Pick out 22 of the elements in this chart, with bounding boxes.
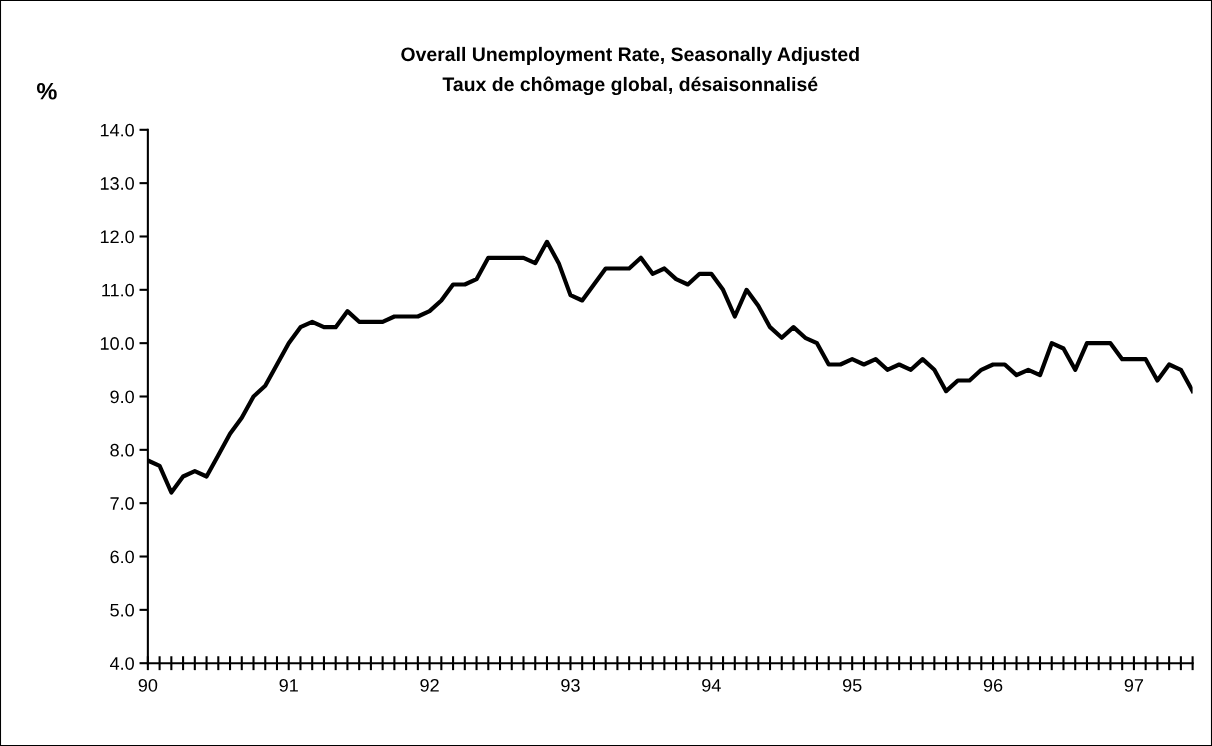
y-tick-label: 8.0 [110,443,134,457]
y-tick-label: 12.0 [100,230,134,244]
x-tick-label: 92 [420,678,439,692]
y-tick-label: 7.0 [110,497,134,510]
x-tick-label: 90 [138,678,158,692]
y-tick-label: 11.0 [102,283,134,297]
y-tick-label: 10.0 [100,337,134,350]
x-tick-label: 94 [702,678,721,692]
y-tick-label: 9.0 [110,390,134,404]
x-tick-label: 91 [279,678,298,692]
y-tick-label: 6.0 [110,550,134,564]
y-tick-label: 14.0 [100,123,134,137]
y-tick-label: 13.0 [100,177,134,190]
y-tick-label: 4.0 [109,657,134,670]
chart-subtitle: Taux de chômage global, désaisonnalisé [442,76,818,96]
y-axis-title: % [36,82,57,100]
x-tick-label: 93 [561,678,580,692]
x-tick-label: 95 [842,678,862,692]
x-tick-label: 96 [983,678,1003,692]
chart-title: Overall Unemployment Rate, Seasonally Adjusted [401,46,859,66]
x-tick-label: 97 [1124,678,1144,692]
y-tick-label: 5.0 [110,603,134,617]
